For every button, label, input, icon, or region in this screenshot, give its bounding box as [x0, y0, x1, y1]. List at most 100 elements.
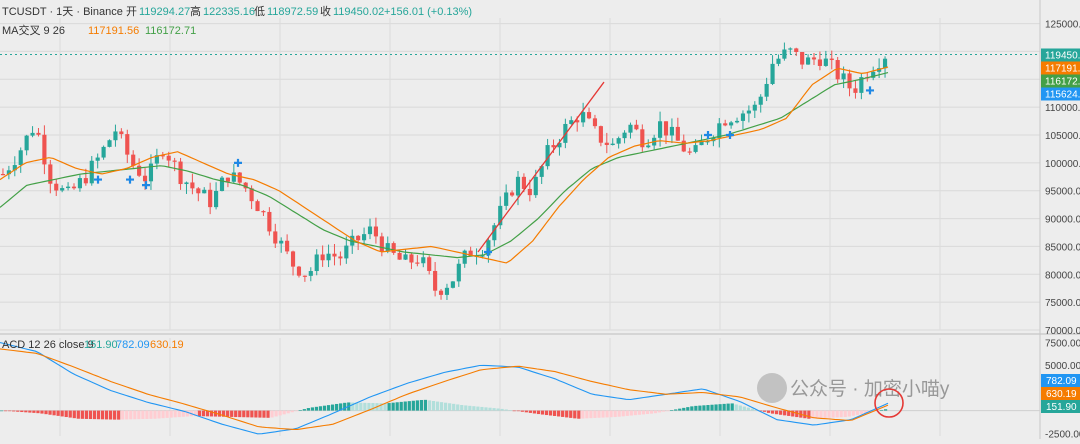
candle-body	[521, 176, 526, 189]
price-tick-label: 100000.00	[1045, 159, 1080, 170]
macd-histogram-bar	[262, 410, 266, 418]
candle-body	[788, 48, 793, 50]
candle-body	[391, 243, 396, 253]
macd-histogram-bar	[863, 410, 868, 414]
macd-histogram-bar	[557, 410, 561, 417]
candle-body	[734, 120, 740, 123]
macd-histogram-bar	[811, 410, 815, 419]
candle-body	[202, 189, 207, 194]
macd-histogram-bar	[246, 410, 250, 418]
candle-body	[498, 205, 503, 226]
macd-histogram-bar	[274, 410, 278, 417]
macd-histogram-bar	[779, 410, 783, 415]
macd-histogram-bar	[20, 410, 24, 413]
macd-histogram-bar	[528, 410, 532, 413]
candle-body	[823, 58, 828, 66]
macd-histogram-bar	[254, 410, 258, 418]
macd-tick-label: -2500.00	[1045, 429, 1080, 439]
macd-histogram-bar	[540, 410, 545, 415]
macd-histogram-bar	[552, 410, 557, 416]
macd-histogram-bar	[452, 403, 456, 411]
macd-histogram-bar	[326, 405, 331, 411]
candle-body	[362, 234, 367, 241]
candle-body	[444, 287, 450, 295]
macd-histogram-bar	[399, 401, 403, 411]
ma-fast-line	[0, 66, 889, 264]
macd-histogram-bar	[585, 410, 589, 419]
highlight-circle	[874, 388, 904, 418]
macd-histogram-bar	[351, 402, 355, 411]
candle-body	[610, 143, 615, 145]
candle-body	[829, 58, 834, 61]
candle-body	[622, 132, 627, 139]
price-axis: 125000.00120000.00115000.00110000.001050…	[1041, 20, 1080, 440]
price-badge	[1041, 48, 1080, 62]
wechat-icon	[757, 373, 787, 403]
macd-histogram-bar	[649, 410, 654, 414]
macd-histogram-bar	[238, 410, 242, 418]
candle-body	[847, 73, 852, 89]
candle-body	[669, 126, 674, 136]
candle-body	[356, 235, 361, 241]
macd-histogram-bar	[403, 401, 407, 411]
candle-body	[279, 240, 284, 244]
candle-body	[438, 290, 444, 295]
low-label: 低	[254, 5, 265, 18]
candle-body	[54, 183, 59, 191]
candle-body	[705, 141, 710, 143]
macd-histogram-bar	[548, 410, 553, 416]
candle-body	[225, 177, 230, 182]
change-value: +156.01 (+0.13%)	[384, 6, 472, 18]
macd-histogram-bar	[68, 410, 72, 418]
candle-body	[486, 240, 491, 256]
candle-body	[314, 254, 319, 272]
candle-body	[409, 254, 414, 263]
macd-histogram-bar	[157, 410, 161, 419]
cross-marker	[142, 181, 150, 190]
macd-histogram-bar	[44, 410, 48, 415]
candle-body	[332, 253, 337, 257]
macd-histogram-bar	[460, 404, 464, 411]
macd-histogram-bar	[795, 410, 799, 418]
candle-body	[231, 172, 236, 182]
macd-signal-value: 630.19	[150, 339, 184, 351]
candle-body	[119, 131, 124, 135]
macd-histogram-bar	[80, 410, 84, 419]
macd-histogram-bar	[310, 407, 315, 411]
macd-histogram-bar	[104, 410, 109, 420]
candle-body	[545, 145, 550, 167]
macd-histogram-bar	[145, 410, 149, 419]
price-badge	[1041, 87, 1080, 101]
high-value: 122335.16	[203, 6, 255, 18]
candle-body	[658, 121, 663, 138]
macd-histogram-bar	[379, 403, 383, 411]
macd-histogram-bar	[113, 410, 117, 420]
macd-histogram-bar	[64, 410, 68, 418]
macd-histogram-bar	[290, 410, 294, 413]
macd-histogram-bar	[734, 404, 738, 411]
macd-histogram-bar	[330, 404, 335, 411]
candle-body	[675, 126, 680, 141]
macd-histogram-bar	[387, 403, 391, 411]
macd-histogram-bar	[407, 401, 411, 411]
candle-body	[415, 262, 420, 264]
candle-body	[42, 134, 47, 165]
macd-histogram-bar	[456, 404, 460, 411]
macd-histogram-bar	[859, 410, 863, 415]
macd-histogram-bar	[343, 402, 347, 411]
candle-body	[154, 155, 159, 164]
trend-line	[477, 81, 605, 253]
macd-histogram-bar	[363, 402, 367, 411]
macd-histogram-bar	[714, 404, 718, 411]
macd-histogram-bar	[302, 409, 306, 411]
macd-histogram-bar	[645, 410, 650, 415]
macd-histogram-bar	[766, 410, 771, 413]
candle-body	[267, 211, 272, 232]
macd-histogram-bar	[427, 400, 432, 411]
ma-slow-value: 116172.71	[145, 25, 196, 37]
macd-histogram-bar	[879, 410, 884, 411]
candle-body	[60, 188, 65, 191]
macd-histogram-bar	[883, 409, 888, 411]
macd-histogram-bar	[88, 410, 93, 420]
